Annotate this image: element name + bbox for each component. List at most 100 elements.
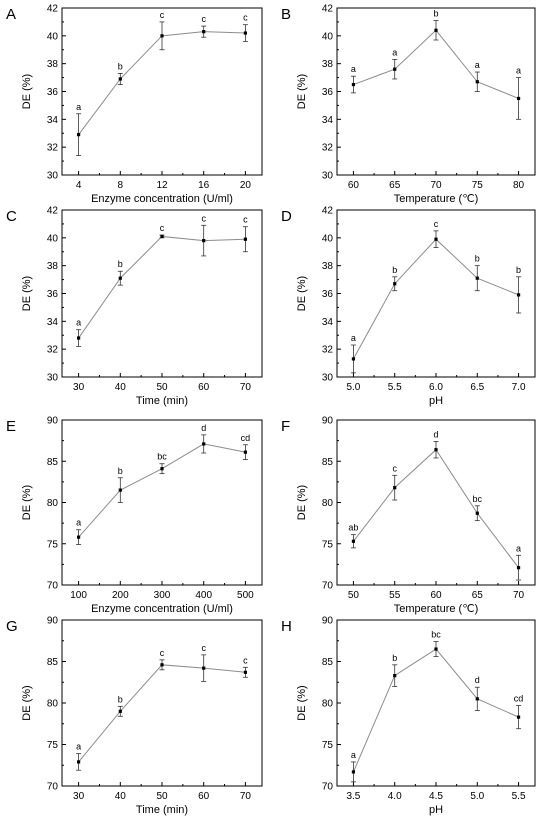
significance-label: d — [201, 423, 206, 433]
data-point — [516, 715, 521, 719]
series-line — [353, 448, 519, 568]
significance-label: a — [351, 333, 356, 343]
panel-letter: E — [6, 418, 16, 435]
x-tick-label: 5.0 — [470, 791, 484, 802]
x-tick-label: 4.0 — [388, 791, 402, 802]
data-point — [516, 96, 521, 101]
data-point — [118, 488, 122, 492]
y-tick-label: 34 — [322, 317, 334, 328]
y-tick-label: 40 — [47, 233, 59, 244]
significance-label: a — [392, 47, 397, 57]
x-tick-label: 3.5 — [346, 791, 360, 802]
y-tick-label: 75 — [322, 539, 334, 550]
y-tick-label: 38 — [322, 261, 334, 272]
data-point — [351, 539, 356, 543]
series-line — [78, 664, 246, 763]
y-tick-label: 40 — [47, 31, 59, 42]
data-point — [351, 357, 356, 361]
series-line — [78, 235, 246, 339]
significance-label: a — [76, 318, 81, 328]
x-tick-label: 300 — [154, 590, 171, 601]
y-tick-label: 42 — [47, 206, 59, 217]
significance-label: b — [516, 265, 521, 275]
x-tick-label: 400 — [195, 590, 212, 601]
data-point — [393, 67, 397, 71]
significance-label: b — [118, 61, 123, 71]
data-point — [434, 448, 438, 452]
x-tick-label: 60 — [198, 382, 210, 393]
data-point — [118, 709, 122, 713]
data-point — [475, 80, 479, 84]
y-tick-label: 70 — [47, 782, 59, 793]
data-point — [160, 467, 164, 471]
series-line — [352, 648, 519, 773]
y-tick-label: 80 — [322, 498, 334, 509]
significance-label: d — [475, 675, 480, 685]
data-point — [202, 239, 206, 243]
data-point — [243, 450, 247, 454]
x-tick-label: 6.0 — [429, 382, 443, 393]
x-tick-label: 30 — [73, 382, 85, 393]
data-point — [434, 647, 438, 651]
x-tick-label: 5.0 — [346, 382, 360, 393]
y-tick-label: 30 — [322, 373, 334, 384]
x-tick-label: 7.0 — [512, 382, 526, 393]
y-tick-label: 42 — [322, 4, 334, 15]
significance-label: a — [76, 518, 81, 528]
x-axis-title: pH — [429, 804, 443, 816]
significance-label: c — [243, 13, 248, 23]
x-tick-label: 100 — [70, 590, 87, 601]
panel-letter: B — [281, 6, 291, 23]
chart-panel-b: 30 32 34 36 38 40 42 60 65 70 75 80 a a b a a Temperature… — [281, 4, 536, 205]
x-tick-label: 20 — [240, 180, 252, 191]
data-point — [77, 535, 81, 539]
significance-label: a — [516, 66, 521, 76]
x-tick-label: 5.5 — [388, 382, 402, 393]
x-tick-label: 65 — [472, 590, 484, 601]
y-tick-label: 75 — [47, 539, 59, 550]
data-point — [77, 760, 81, 764]
chart-panel-h: 70 75 80 85 90 3.5 4.0 4.5 5.0 5.5 a b bc d cd pH DE (%)… — [281, 616, 536, 816]
x-axis-title: Temperature (℃) — [394, 603, 479, 615]
x-axis-title: Temperature (℃) — [394, 193, 479, 205]
data-point — [243, 670, 247, 674]
y-tick-label: 85 — [47, 657, 59, 668]
plot-frame — [61, 419, 263, 586]
data-point — [118, 276, 122, 280]
x-tick-label: 65 — [389, 180, 401, 191]
y-tick-label: 36 — [322, 289, 334, 300]
significance-label: c — [243, 215, 248, 225]
significance-label: ab — [348, 523, 358, 533]
y-tick-label: 30 — [322, 171, 334, 182]
y-tick-label: 90 — [322, 616, 334, 627]
significance-label: c — [201, 213, 206, 223]
data-point — [202, 666, 206, 670]
x-axis-title: pH — [429, 395, 443, 407]
data-point — [434, 28, 438, 32]
significance-label: b — [118, 466, 123, 476]
x-tick-label: 200 — [112, 590, 129, 601]
y-tick-label: 34 — [47, 115, 59, 126]
y-tick-label: 40 — [322, 233, 334, 244]
significance-label: c — [392, 463, 397, 473]
x-tick-label: 75 — [472, 180, 484, 191]
x-tick-label: 50 — [348, 590, 360, 601]
x-tick-label: 70 — [240, 791, 252, 802]
x-tick-label: 16 — [198, 180, 210, 191]
y-tick-label: 34 — [322, 115, 334, 126]
y-tick-label: 38 — [47, 261, 59, 272]
panel-letter: H — [281, 618, 292, 635]
significance-label: bc — [157, 452, 167, 462]
y-axis-title: DE (%) — [21, 276, 33, 311]
data-point — [202, 442, 206, 446]
y-tick-label: 40 — [322, 31, 334, 42]
data-point — [77, 336, 81, 340]
significance-label: a — [76, 742, 81, 752]
chart-panel-f: 70 75 80 85 90 50 55 60 65 70 ab c d bc a Temperature (… — [281, 416, 536, 615]
y-tick-label: 30 — [47, 171, 59, 182]
y-tick-label: 32 — [322, 143, 334, 154]
significance-label: a — [516, 543, 521, 553]
y-axis-title: DE (%) — [21, 485, 33, 520]
data-point — [77, 133, 81, 137]
data-point — [351, 82, 356, 87]
